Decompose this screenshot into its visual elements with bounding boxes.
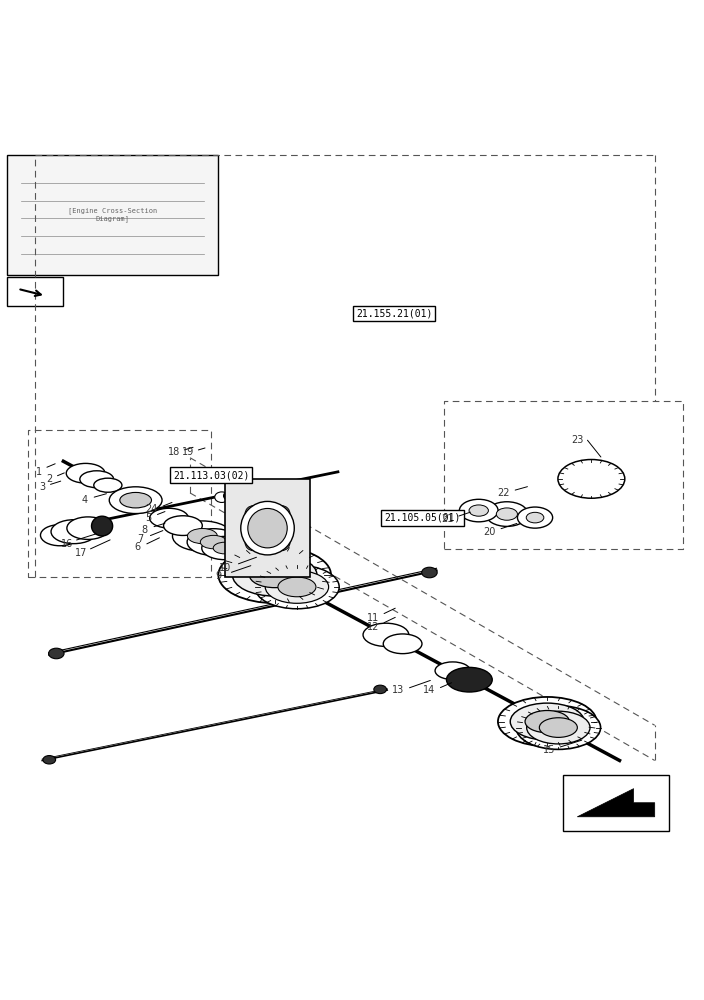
Ellipse shape <box>516 706 601 749</box>
Ellipse shape <box>120 492 151 508</box>
Text: 3: 3 <box>39 482 45 492</box>
Ellipse shape <box>249 562 300 588</box>
Ellipse shape <box>460 499 498 522</box>
Ellipse shape <box>510 703 584 740</box>
Text: 17: 17 <box>75 548 87 558</box>
Ellipse shape <box>374 685 386 694</box>
Ellipse shape <box>218 547 331 603</box>
FancyBboxPatch shape <box>225 479 310 577</box>
Ellipse shape <box>558 460 625 498</box>
FancyBboxPatch shape <box>7 155 218 275</box>
Ellipse shape <box>363 623 409 646</box>
FancyBboxPatch shape <box>563 775 669 831</box>
Ellipse shape <box>278 577 316 597</box>
Ellipse shape <box>43 756 56 764</box>
Ellipse shape <box>422 567 437 578</box>
Text: 10: 10 <box>219 563 232 573</box>
Text: 6: 6 <box>134 542 140 552</box>
Ellipse shape <box>94 478 122 492</box>
Text: 14: 14 <box>423 685 436 695</box>
Ellipse shape <box>224 492 234 500</box>
Circle shape <box>241 501 294 555</box>
Ellipse shape <box>265 571 329 603</box>
Text: 15: 15 <box>543 745 555 755</box>
Text: 21: 21 <box>441 514 453 524</box>
Ellipse shape <box>187 529 240 555</box>
Circle shape <box>273 534 290 551</box>
Ellipse shape <box>446 667 492 692</box>
Text: 13: 13 <box>391 685 404 695</box>
Text: 1: 1 <box>36 467 42 477</box>
Ellipse shape <box>232 554 317 596</box>
Ellipse shape <box>163 516 202 535</box>
Ellipse shape <box>527 711 590 744</box>
Text: 19: 19 <box>182 447 194 457</box>
Text: 11: 11 <box>367 613 379 623</box>
Circle shape <box>245 534 262 551</box>
Ellipse shape <box>215 492 229 502</box>
Ellipse shape <box>539 718 577 737</box>
Ellipse shape <box>486 502 528 526</box>
Text: 9: 9 <box>215 571 221 581</box>
Ellipse shape <box>51 520 97 544</box>
Text: 2: 2 <box>46 474 52 484</box>
Text: 8: 8 <box>142 525 147 535</box>
Ellipse shape <box>67 517 109 539</box>
Text: 21.105.05(01): 21.105.05(01) <box>384 513 460 523</box>
Text: 22: 22 <box>497 488 510 498</box>
Text: 5: 5 <box>145 513 151 523</box>
Ellipse shape <box>496 508 517 520</box>
Text: 16: 16 <box>61 539 73 549</box>
Ellipse shape <box>527 512 543 523</box>
Ellipse shape <box>202 536 248 560</box>
FancyBboxPatch shape <box>7 277 63 306</box>
Text: 20: 20 <box>483 527 496 537</box>
Ellipse shape <box>41 525 79 546</box>
Ellipse shape <box>213 542 236 554</box>
Ellipse shape <box>383 634 422 654</box>
Text: 21.155.21(01): 21.155.21(01) <box>356 308 432 318</box>
Ellipse shape <box>66 463 105 483</box>
Ellipse shape <box>255 565 339 609</box>
Polygon shape <box>577 789 655 817</box>
Circle shape <box>248 508 287 548</box>
Ellipse shape <box>187 529 218 544</box>
Text: 18: 18 <box>168 447 180 457</box>
Text: [Engine Cross-Section
Diagram]: [Engine Cross-Section Diagram] <box>68 208 157 222</box>
Ellipse shape <box>498 697 596 746</box>
Ellipse shape <box>172 521 232 551</box>
Text: 12: 12 <box>367 622 379 632</box>
Ellipse shape <box>80 471 113 488</box>
Text: 4: 4 <box>82 495 87 505</box>
Ellipse shape <box>435 662 470 680</box>
Ellipse shape <box>517 507 553 528</box>
Text: 23: 23 <box>571 435 584 445</box>
Ellipse shape <box>49 648 64 659</box>
Text: 24: 24 <box>145 504 158 514</box>
Circle shape <box>245 506 262 523</box>
Ellipse shape <box>92 516 113 536</box>
Ellipse shape <box>525 710 570 733</box>
Circle shape <box>273 506 290 523</box>
Ellipse shape <box>150 508 189 528</box>
Ellipse shape <box>469 505 489 516</box>
Ellipse shape <box>109 487 162 514</box>
Text: 7: 7 <box>138 534 144 544</box>
Text: 21.113.03(02): 21.113.03(02) <box>173 470 249 480</box>
Ellipse shape <box>201 535 227 549</box>
